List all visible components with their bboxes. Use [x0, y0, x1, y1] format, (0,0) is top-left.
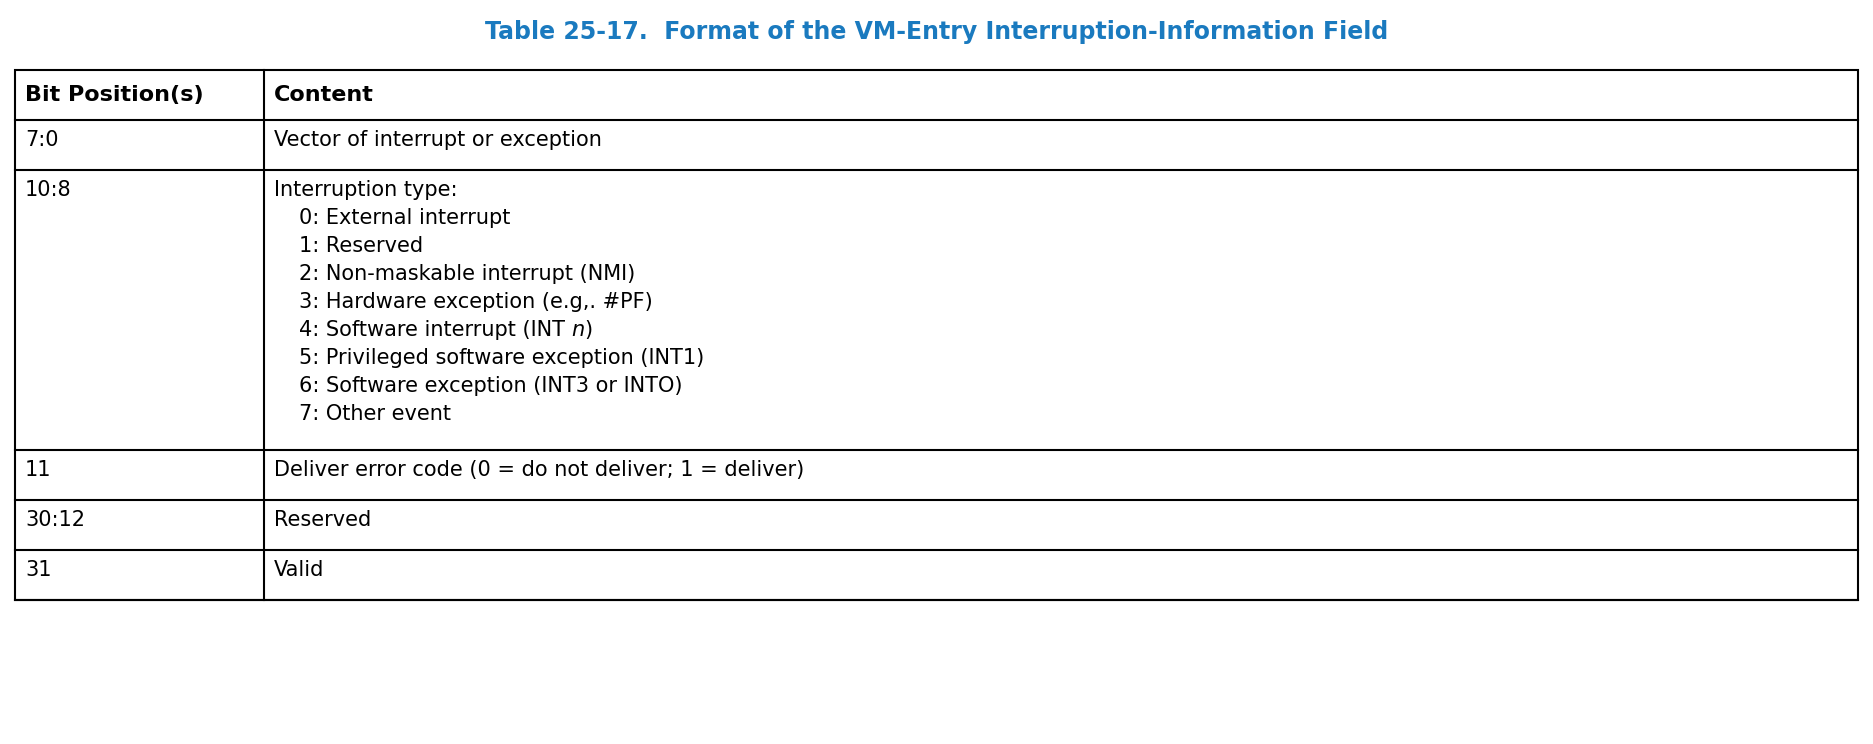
Text: Table 25-17.  Format of the VM-Entry Interruption-Information Field: Table 25-17. Format of the VM-Entry Inte… [485, 19, 1388, 43]
Text: Valid: Valid [273, 560, 324, 580]
Text: 30:12: 30:12 [24, 510, 84, 530]
Text: Reserved: Reserved [273, 510, 371, 530]
Text: Deliver error code (0 = do not deliver; 1 = deliver): Deliver error code (0 = do not deliver; … [273, 460, 804, 480]
Text: 2: Non-maskable interrupt (NMI): 2: Non-maskable interrupt (NMI) [300, 264, 635, 284]
Text: 3: Hardware exception (e.g,. #PF): 3: Hardware exception (e.g,. #PF) [300, 292, 652, 312]
Text: ): ) [584, 320, 594, 340]
Bar [15, 70, 1858, 600]
Text: Content: Content [273, 85, 375, 105]
Text: 10:8: 10:8 [24, 180, 71, 200]
Text: Vector of interrupt or exception: Vector of interrupt or exception [273, 130, 601, 150]
Text: 6: Software exception (INT3 or INTO): 6: Software exception (INT3 or INTO) [300, 376, 682, 396]
Text: 4: Software interrupt (INT: 4: Software interrupt (INT [300, 320, 571, 340]
Text: 0: External interrupt: 0: External interrupt [300, 208, 509, 228]
Text: 31: 31 [24, 560, 51, 580]
Text: 7:0: 7:0 [24, 130, 58, 150]
Text: n: n [571, 320, 584, 340]
Text: 11: 11 [24, 460, 51, 480]
Text: Interruption type:: Interruption type: [273, 180, 457, 200]
Text: 1: Reserved: 1: Reserved [300, 236, 423, 256]
Text: Bit Position(s): Bit Position(s) [24, 85, 204, 105]
Text: 7: Other event: 7: Other event [300, 404, 451, 424]
Text: 5: Privileged software exception (INT1): 5: Privileged software exception (INT1) [300, 348, 704, 368]
